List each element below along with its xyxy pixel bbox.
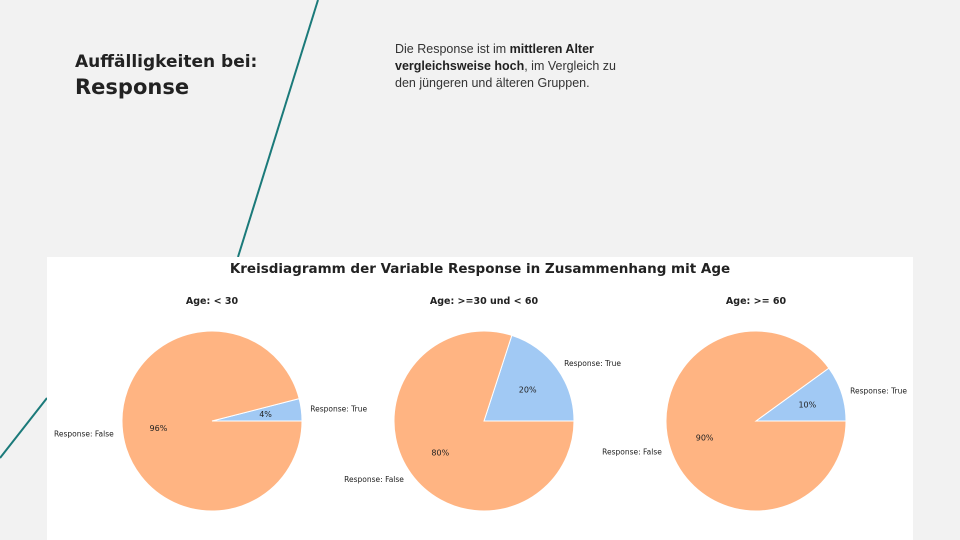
pie-slice (483, 334, 575, 422)
pie-percent-label: 10% (798, 400, 816, 409)
chart-figure: Kreisdiagramm der Variable Response in Z… (47, 257, 913, 540)
pie-slice-label: Response: False (54, 429, 114, 438)
pie-slice-label: Response: False (344, 475, 404, 484)
pie-slice-label: Response: True (850, 386, 907, 395)
pie-slice-label: Response: True (310, 405, 367, 414)
pie-percent-label: 20% (519, 385, 537, 394)
page-heading: Auffälligkeiten bei: Response (75, 52, 257, 100)
heading-line-1: Auffälligkeiten bei: (75, 52, 258, 72)
pie-percent-label: 96% (150, 424, 168, 433)
note-text-start: Die Response ist im (395, 42, 510, 56)
pie-title: Age: >= 60 (726, 296, 787, 307)
pie-slice (665, 330, 847, 512)
pie-slice-label: Response: True (564, 359, 621, 368)
note-text-bold: mittleren Alter vergleichsweise hoch (395, 42, 594, 73)
pie-percent-label: 4% (259, 410, 272, 419)
pie-slice (121, 330, 303, 512)
chart-title: Kreisdiagramm der Variable Response in Z… (229, 261, 731, 277)
note-text-end: , im Vergleich zu den jüngeren und älter… (395, 59, 616, 90)
pie-title: Age: < 30 (186, 296, 239, 307)
description-text: Die Response ist im mittleren Alter verg… (395, 41, 635, 92)
pie-charts: Age: < 30 4% Response: True 96% Response: Fa… (54, 296, 907, 512)
pie-slice (393, 330, 575, 512)
decorative-line-upper (237, 0, 319, 258)
pie-percent-label: 90% (696, 434, 714, 443)
pie-percent-label: 80% (431, 449, 449, 458)
decorative-line-lower (0, 397, 48, 459)
heading-line-2: Response (75, 75, 190, 99)
pie-slice-label: Response: False (602, 448, 662, 457)
pie-title: Age: >=30 und < 60 (430, 296, 539, 307)
